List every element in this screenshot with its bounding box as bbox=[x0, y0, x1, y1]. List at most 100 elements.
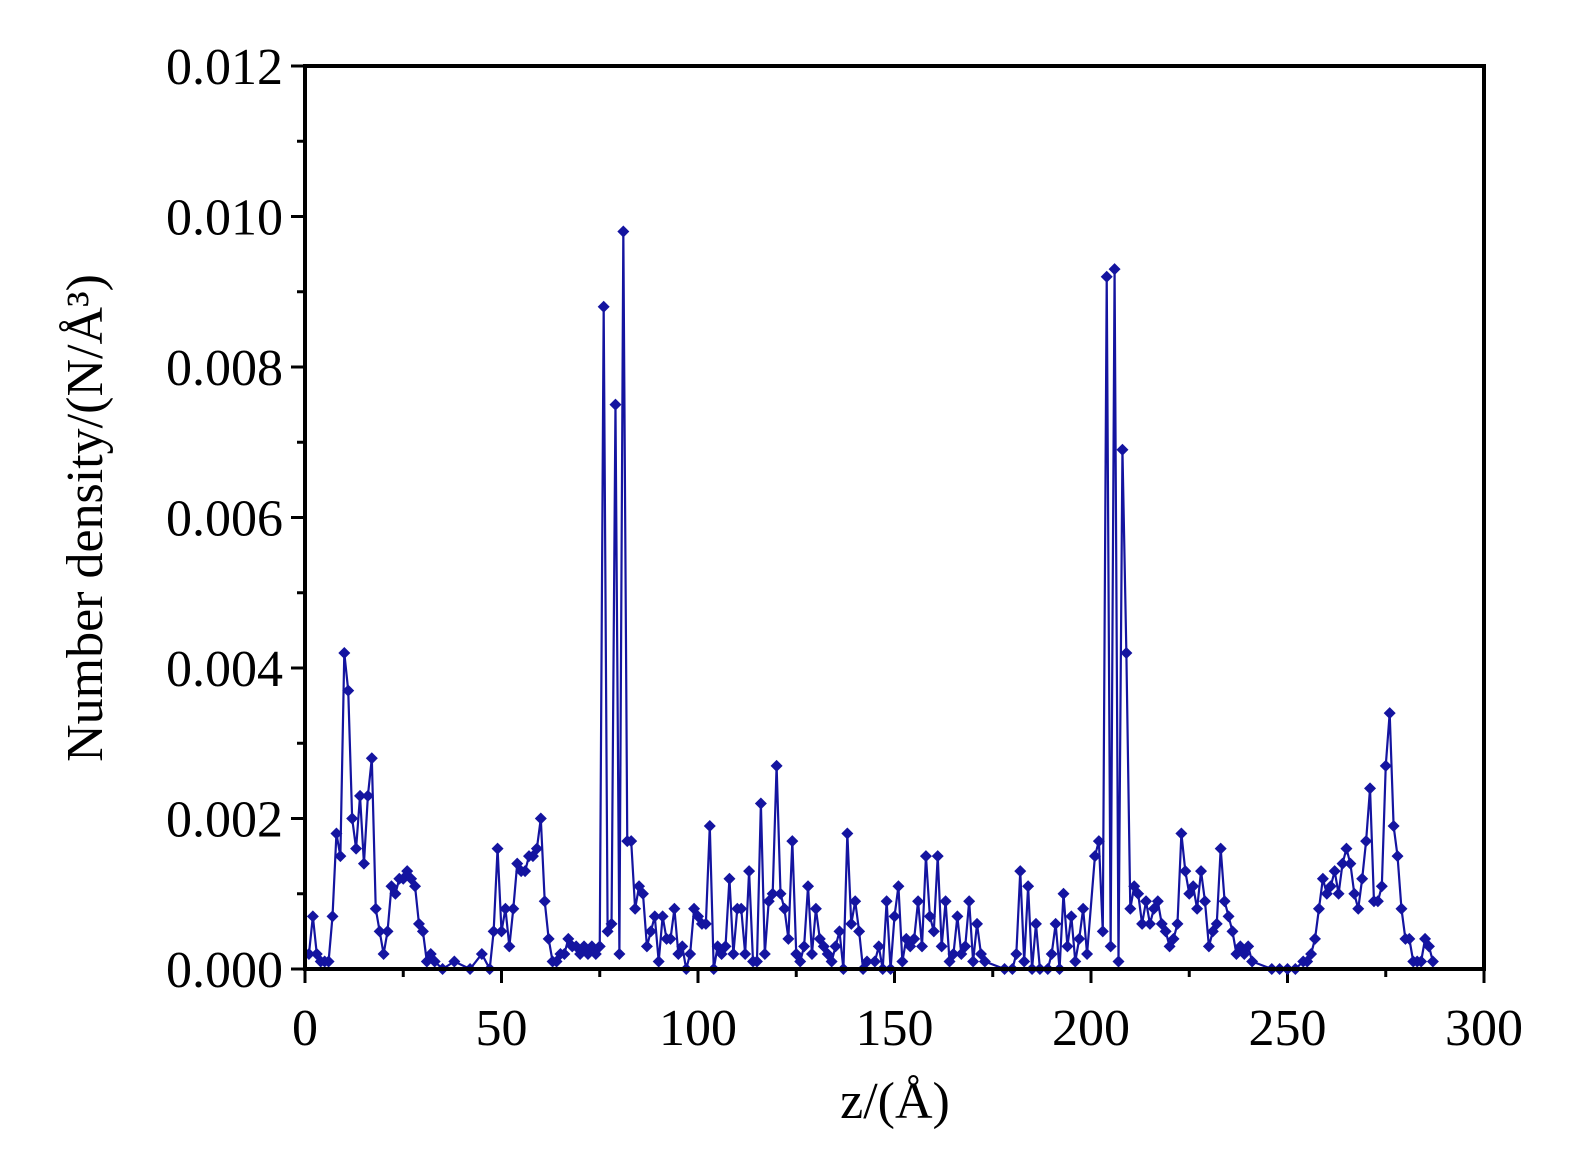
data-point bbox=[644, 925, 657, 938]
data-point bbox=[802, 880, 815, 893]
data-point bbox=[919, 850, 932, 863]
data-point bbox=[1104, 940, 1117, 953]
data-point bbox=[664, 932, 677, 945]
data-point bbox=[1226, 925, 1239, 938]
data-point bbox=[1100, 270, 1113, 283]
data-point bbox=[1191, 902, 1204, 915]
y-tick-label: 0.004 bbox=[166, 641, 283, 698]
data-point bbox=[798, 940, 811, 953]
data-point bbox=[853, 925, 866, 938]
data-point bbox=[1214, 842, 1227, 855]
data-point bbox=[609, 398, 622, 411]
data-point bbox=[448, 955, 461, 968]
data-point bbox=[963, 895, 976, 908]
data-point bbox=[703, 820, 716, 833]
data-point bbox=[1061, 940, 1074, 953]
data-point bbox=[1057, 887, 1070, 900]
data-point bbox=[1195, 865, 1208, 878]
y-tick-label: 0.012 bbox=[166, 39, 283, 96]
data-point bbox=[1391, 850, 1404, 863]
data-point bbox=[1210, 917, 1223, 930]
data-point bbox=[1246, 955, 1259, 968]
data-point bbox=[389, 887, 402, 900]
x-tick-label: 100 bbox=[659, 1000, 737, 1057]
data-point bbox=[1328, 865, 1341, 878]
data-point bbox=[786, 835, 799, 848]
data-point bbox=[1187, 880, 1200, 893]
x-axis-label: z/(Å) bbox=[840, 1073, 950, 1130]
data-point bbox=[542, 932, 555, 945]
data-point bbox=[896, 955, 909, 968]
data-point bbox=[829, 940, 842, 953]
data-point bbox=[1352, 902, 1365, 915]
data-point bbox=[1112, 955, 1125, 968]
data-point bbox=[354, 789, 367, 802]
data-point bbox=[719, 940, 732, 953]
data-point bbox=[947, 947, 960, 960]
data-point bbox=[1218, 895, 1231, 908]
data-point bbox=[1395, 902, 1408, 915]
data-point bbox=[1120, 646, 1133, 659]
data-point bbox=[1198, 895, 1211, 908]
data-point bbox=[951, 910, 964, 923]
data-point bbox=[735, 902, 748, 915]
data-point bbox=[1167, 932, 1180, 945]
data-point bbox=[1360, 835, 1373, 848]
data-point bbox=[625, 835, 638, 848]
data-point bbox=[931, 850, 944, 863]
data-point bbox=[1081, 947, 1094, 960]
data-point bbox=[558, 947, 571, 960]
data-point bbox=[519, 865, 532, 878]
data-point bbox=[1045, 947, 1058, 960]
data-point bbox=[1387, 820, 1400, 833]
data-point bbox=[668, 902, 681, 915]
data-point bbox=[758, 947, 771, 960]
data-point bbox=[1077, 902, 1090, 915]
data-point bbox=[739, 947, 752, 960]
data-point bbox=[338, 646, 351, 659]
data-line bbox=[307, 231, 1434, 973]
data-point bbox=[1096, 925, 1109, 938]
x-tick-label: 0 bbox=[292, 1000, 318, 1057]
data-point bbox=[1340, 842, 1353, 855]
data-point bbox=[888, 910, 901, 923]
data-point bbox=[1049, 917, 1062, 930]
data-point bbox=[617, 225, 630, 238]
data-point bbox=[605, 917, 618, 930]
data-point bbox=[809, 902, 822, 915]
y-tick-label: 0.008 bbox=[166, 340, 283, 397]
data-point bbox=[1116, 443, 1129, 456]
y-tick-label: 0.006 bbox=[166, 491, 283, 548]
x-tick-label: 250 bbox=[1249, 1000, 1327, 1057]
data-point bbox=[841, 827, 854, 840]
data-point bbox=[597, 300, 610, 313]
data-point bbox=[868, 955, 881, 968]
data-point bbox=[908, 932, 921, 945]
data-point bbox=[1014, 865, 1027, 878]
x-tick-label: 300 bbox=[1445, 1000, 1523, 1057]
data-point bbox=[507, 902, 520, 915]
data-point bbox=[487, 925, 500, 938]
data-point bbox=[1332, 887, 1345, 900]
data-point bbox=[939, 895, 952, 908]
data-point bbox=[1143, 917, 1156, 930]
data-point bbox=[1073, 932, 1086, 945]
data-point bbox=[1108, 263, 1121, 276]
data-point bbox=[342, 684, 355, 697]
data-point bbox=[475, 947, 488, 960]
data-point bbox=[428, 955, 441, 968]
data-point bbox=[640, 940, 653, 953]
data-point bbox=[1018, 955, 1031, 968]
data-point bbox=[1305, 947, 1318, 960]
data-point bbox=[1092, 835, 1105, 848]
data-point bbox=[971, 917, 984, 930]
data-point bbox=[1422, 940, 1435, 953]
data-point bbox=[322, 955, 335, 968]
data-point bbox=[636, 887, 649, 900]
data-point bbox=[1309, 932, 1322, 945]
data-point bbox=[534, 812, 547, 825]
data-point bbox=[1202, 940, 1215, 953]
x-tick-label: 50 bbox=[476, 1000, 528, 1057]
data-point bbox=[593, 940, 606, 953]
